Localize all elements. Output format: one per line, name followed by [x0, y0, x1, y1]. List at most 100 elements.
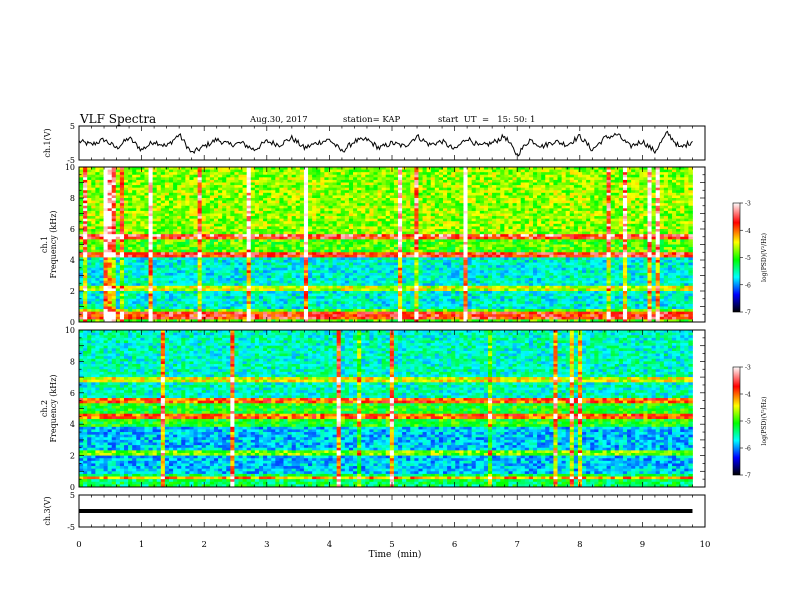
spectrogram-cell [418, 208, 423, 212]
spectrogram-cell [438, 247, 444, 251]
spectrogram-cell [487, 187, 493, 191]
spectrogram-cell [639, 169, 644, 173]
spectrogram-cell [271, 229, 276, 232]
spectrogram-cell [303, 195, 309, 199]
spectrogram-cell [295, 244, 301, 248]
spectrogram-cell [275, 179, 280, 183]
spectrogram-cell [164, 213, 170, 217]
spectrogram-cell [483, 216, 489, 220]
spectrogram-cell [684, 223, 689, 227]
spectrogram-cell [369, 210, 374, 214]
spectrogram-cell [622, 198, 628, 201]
spectrogram-cell [87, 192, 92, 196]
spectrogram-cell [545, 205, 550, 209]
spectrogram-cell [688, 205, 693, 209]
spectrogram-cell [582, 203, 587, 207]
spectrogram-cell [132, 218, 137, 222]
spectrogram-cell [406, 174, 411, 178]
spectrogram-cell [618, 187, 624, 191]
spectrogram-cell [197, 210, 203, 214]
spectrogram-cell [443, 223, 448, 227]
spectrogram-cell [156, 195, 162, 199]
spectrogram-cell [590, 239, 595, 243]
spectrogram-cell [406, 187, 411, 191]
spectrogram-cell [353, 244, 358, 248]
spectrogram-cell [279, 226, 284, 230]
spectrogram-cell [152, 192, 158, 196]
spectrogram-cell [238, 190, 243, 194]
spectrogram-cell [647, 221, 652, 225]
spectrogram-cell [115, 172, 121, 176]
spectrogram-cell [573, 200, 579, 204]
spectrogram-cell [79, 198, 84, 201]
spectrogram-cell [361, 177, 366, 181]
spectrogram-cell [222, 190, 227, 194]
spectrogram-cell [275, 205, 280, 209]
spectrogram-cell [177, 198, 182, 201]
spectrogram-cell [479, 210, 485, 214]
spectrogram-cell [659, 198, 665, 201]
spectrogram-cell [618, 169, 624, 173]
spectrogram-cell [320, 226, 325, 230]
spectrogram-cell [389, 221, 395, 225]
spectrogram-cell [115, 182, 121, 186]
spectrogram-cell [447, 182, 452, 186]
spectrogram-cell [336, 169, 342, 173]
spectrogram-cell [537, 198, 542, 201]
spectrogram-cell [291, 208, 297, 212]
spectrogram-cell [189, 179, 194, 183]
spectrogram-cell [582, 177, 587, 181]
spectrogram-cell [430, 203, 436, 207]
spectrogram-cell [348, 229, 354, 232]
spectrogram-cell [635, 244, 640, 248]
spectrogram-cell [238, 236, 243, 240]
spectrogram-cell [451, 208, 456, 212]
spectrogram-cell [218, 182, 223, 186]
spectrogram-cell [164, 167, 170, 170]
spectrogram-cell [475, 218, 481, 222]
spectrogram-cell [414, 236, 419, 240]
spectrogram-cell [267, 200, 272, 204]
spectrogram-cell [631, 205, 636, 209]
spectrogram-cell [119, 205, 125, 209]
spectrogram-cell [598, 172, 603, 176]
spectrogram-cell [87, 182, 92, 186]
spectrogram-cell [140, 234, 145, 238]
spectrogram-cell [136, 167, 141, 170]
spectrogram-cell [430, 231, 436, 235]
spectrogram-cell [344, 247, 350, 251]
spectrogram-cell [688, 172, 693, 176]
spectrogram-cell [115, 177, 121, 181]
spectrogram-cell [430, 195, 436, 199]
spectrogram-cell [549, 223, 554, 227]
spectrogram-cell [348, 169, 354, 173]
spectrogram-cell [557, 200, 562, 204]
spectrogram-cell [667, 169, 673, 173]
spectrogram-cell [635, 223, 640, 227]
spectrogram-cell [209, 216, 215, 220]
spectrogram-cell [410, 241, 415, 245]
spectrogram-cell [168, 221, 174, 225]
spectrogram-cell [553, 244, 558, 248]
spectrogram-cell [177, 221, 182, 225]
spectrogram-cell [631, 190, 636, 194]
spectrogram-cell [590, 203, 595, 207]
spectrogram-cell [410, 226, 415, 230]
spectrogram-cell [279, 205, 284, 209]
spectrogram-cell [254, 198, 260, 201]
spectrogram-cell [222, 177, 227, 181]
spectrogram-cell [91, 234, 96, 238]
spectrogram-cell [598, 187, 603, 191]
spectrogram-cell [136, 249, 141, 253]
spectrogram-cell [275, 249, 280, 253]
spectrogram-cell [598, 247, 603, 251]
spectrogram-cell [357, 221, 362, 225]
spectrogram-cell [365, 174, 370, 178]
spectrogram-cell [443, 239, 448, 243]
spectrogram-cell [152, 205, 158, 209]
spectrogram-cell [279, 249, 284, 253]
spectrogram-cell [590, 205, 595, 209]
spectrogram-cell [532, 179, 538, 183]
spectrogram-cell [512, 187, 518, 191]
spectrogram-cell [573, 205, 579, 209]
